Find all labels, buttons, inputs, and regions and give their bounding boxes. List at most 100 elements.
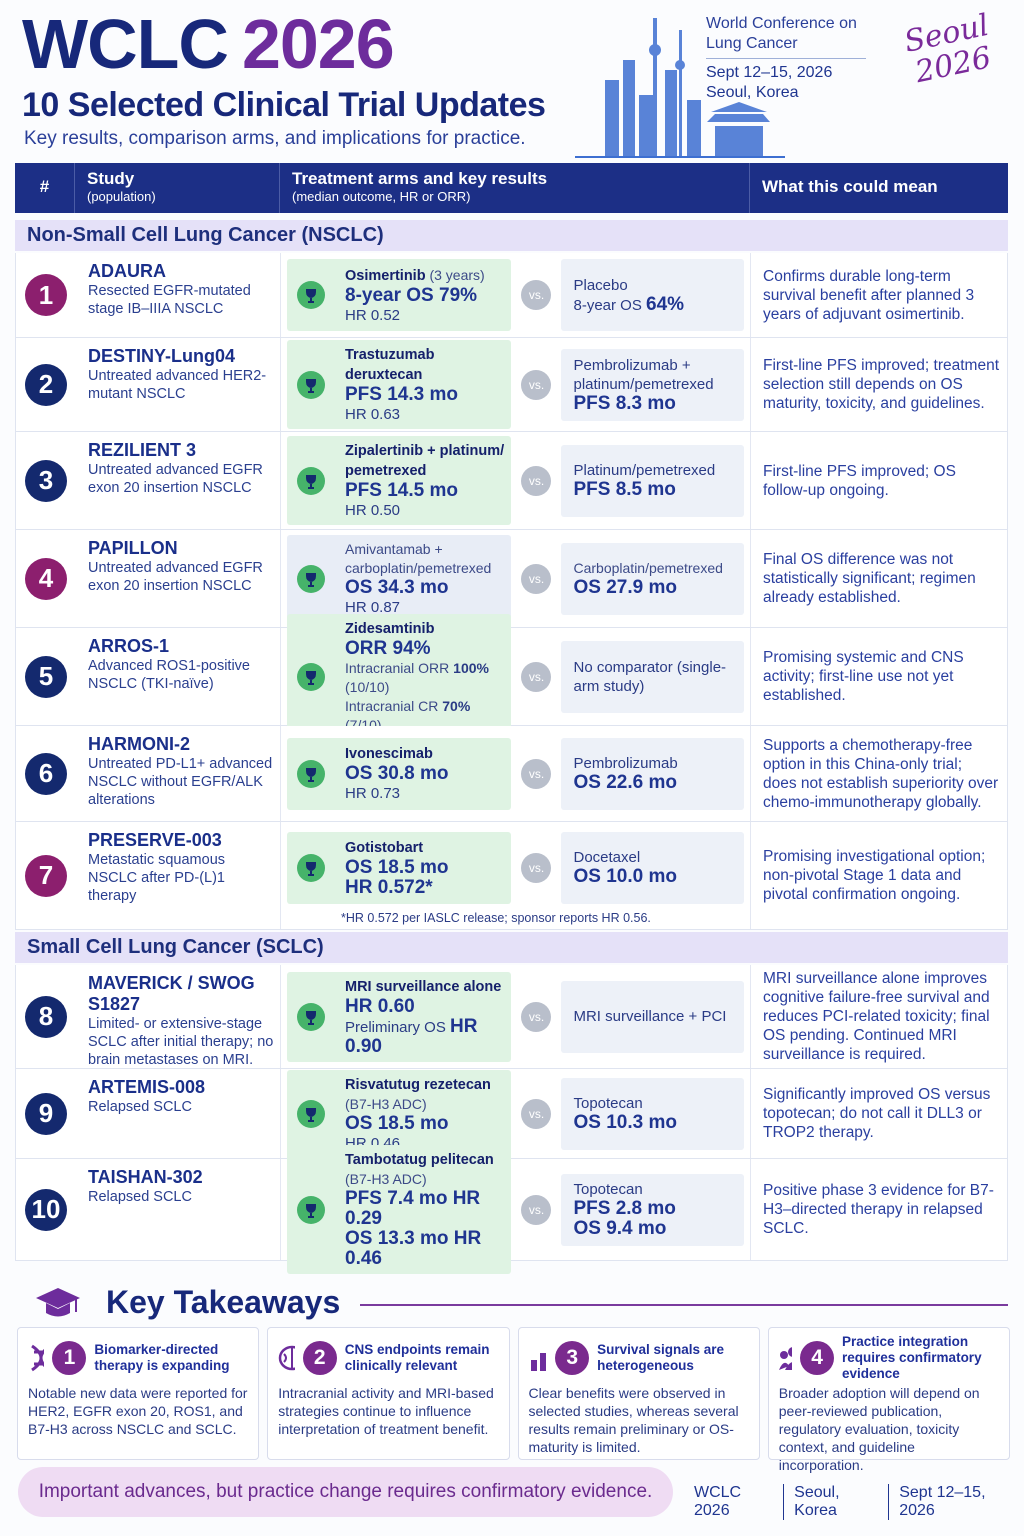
result-big: HR 0.90 bbox=[345, 1015, 478, 1057]
result-line: OS 13.3 mo HR 0.46 bbox=[345, 1229, 505, 1269]
result-line: MRI surveillance + PCI bbox=[573, 1007, 732, 1026]
title-year: 2026 bbox=[241, 5, 395, 83]
result-name: Ivonescimab bbox=[345, 746, 433, 762]
col-arms-title: Treatment arms and key results bbox=[292, 169, 548, 188]
footer-item: Sept 12–15, 2026 bbox=[888, 1484, 1024, 1520]
result-line: 8-year OS 79% bbox=[345, 286, 505, 306]
result-line: 8-year OS 64% bbox=[573, 295, 732, 315]
vs-badge: vs. bbox=[521, 852, 552, 883]
meaning: First-line PFS improved; treatment selec… bbox=[763, 357, 1000, 412]
result-line: Topotecan bbox=[573, 1094, 732, 1113]
takeaway-card: 4 Practice integration requires confirmat… bbox=[767, 1327, 1010, 1473]
vs-badge: vs. bbox=[521, 563, 552, 594]
col-meaning: What this could mean bbox=[762, 177, 938, 196]
result-sub: (10/10) bbox=[345, 678, 390, 695]
result-line: OS 18.5 mo bbox=[345, 1114, 505, 1134]
number-badge: 4 bbox=[25, 557, 67, 600]
result-big: 64% bbox=[646, 293, 685, 315]
result-line: Intracranial CR 70% (7/10) bbox=[345, 697, 505, 735]
result-name: MRI surveillance alone bbox=[345, 978, 502, 995]
study-name: PAPILLON bbox=[88, 538, 178, 558]
result-txt: No comparator (single-arm study) bbox=[573, 658, 727, 695]
comparator-arm: Pembrolizumab + platinum/pemetrexed PFS 8… bbox=[561, 348, 744, 421]
trophy-icon bbox=[297, 466, 325, 495]
result-txt: Pembrolizumab bbox=[573, 755, 678, 772]
trophy-icon bbox=[297, 759, 325, 788]
divider bbox=[360, 1304, 1008, 1306]
experimental-arm: Amivantamab + carboplatin/pemetrexed OS 3… bbox=[287, 535, 512, 622]
meaning: Confirms durable long-term survival bene… bbox=[763, 267, 975, 323]
meaning: MRI surveillance alone improves cognitiv… bbox=[763, 970, 990, 1063]
result-line: OS 34.3 mo bbox=[345, 578, 505, 598]
result-big: PFS 8.3 mo bbox=[573, 392, 676, 414]
takeaway-card: 2 CNS endpoints remain clinically relevan… bbox=[267, 1327, 510, 1460]
title-text: WCLC bbox=[22, 5, 229, 83]
result-big: OS 18.5 mo bbox=[345, 856, 449, 878]
trial-row: 9 ARTEMIS-008 Relapsed SCLC Risvatutug reze… bbox=[15, 1069, 1008, 1159]
result-line: OS 10.3 mo bbox=[573, 1113, 732, 1133]
result-line: HR 0.60 bbox=[345, 997, 505, 1017]
meaning: Promising investigational option; non-pi… bbox=[763, 848, 986, 903]
result-txt: HR 0.73 bbox=[345, 785, 401, 802]
card-top: 3 Survival signals are heterogeneous bbox=[529, 1336, 749, 1380]
card-heading: Survival signals are heterogeneous bbox=[597, 1342, 724, 1373]
result-big: PFS 2.8 mo bbox=[573, 1198, 676, 1219]
comparator-arm: Pembrolizumab OS 22.6 mo bbox=[561, 737, 744, 810]
card-number: 3 bbox=[555, 1341, 590, 1375]
arms-cell: Osimertinib (3 years) 8-year OS 79% HR 0.5… bbox=[281, 253, 751, 337]
population: Limited- or extensive-stage SCLC after i… bbox=[88, 1016, 274, 1068]
result-line: HR 0.63 bbox=[345, 405, 505, 424]
result-sub: Carboplatin/pemetrexed bbox=[573, 560, 723, 576]
study-name: ARROS-1 bbox=[88, 636, 170, 656]
takeaway-cards: 1 Biomarker-directed therapy is expanding… bbox=[17, 1327, 1010, 1473]
result-name: Risvatutug rezetecan bbox=[345, 1076, 491, 1093]
card-top: 1 Biomarker-directed therapy is expanding bbox=[28, 1336, 248, 1380]
location: Seoul, Korea bbox=[706, 84, 799, 101]
result-sub: Intracranial CR bbox=[345, 697, 443, 714]
experimental-arm: Ivonescimab OS 30.8 mo HR 0.73 bbox=[287, 737, 512, 810]
result-name: Zidesamtinib bbox=[345, 620, 435, 637]
study-name: ADAURA bbox=[88, 261, 166, 281]
result-txt: 8-year OS bbox=[573, 296, 647, 314]
trophy-icon bbox=[297, 281, 325, 309]
trophy-icon bbox=[297, 1002, 325, 1031]
arms-cell: Zidesamtinib ORR 94% Intracranial ORR 100%… bbox=[281, 613, 751, 740]
card-number: 4 bbox=[800, 1341, 835, 1375]
result-line: (B7-H3 ADC) bbox=[345, 1095, 505, 1114]
trial-row: 2 DESTINY-Lung04 Untreated advanced HER2-m… bbox=[15, 338, 1008, 432]
result-txt: Pembrolizumab + platinum/pemetrexed bbox=[573, 356, 714, 393]
population: Untreated advanced EGFR exon 20 insertio… bbox=[88, 560, 263, 594]
comparator-arm: Carboplatin/pemetrexed OS 27.9 mo bbox=[561, 542, 744, 615]
result-line: Pembrolizumab bbox=[573, 754, 732, 773]
result-line: Tambotatug pelitecan bbox=[345, 1150, 505, 1170]
result-line: PFS 7.4 mo HR 0.29 bbox=[345, 1189, 505, 1229]
population: Metastatic squamous NSCLC after PD-(L)1 … bbox=[88, 852, 226, 904]
vs-badge: vs. bbox=[521, 280, 552, 310]
study-name: PRESERVE-003 bbox=[88, 830, 222, 850]
vs-badge: vs. bbox=[521, 1194, 552, 1225]
result-txt: Docetaxel bbox=[573, 849, 641, 866]
title: WCLC 2026 bbox=[22, 4, 395, 84]
result-big: OS 10.0 mo bbox=[573, 866, 677, 887]
card-text: Notable new data were reported for HER2,… bbox=[28, 1385, 248, 1437]
vs-badge: vs. bbox=[521, 758, 552, 789]
result-line: ORR 94% bbox=[345, 639, 505, 659]
result-line: OS 27.9 mo bbox=[573, 578, 732, 598]
result-txt: Topotecan bbox=[573, 1181, 643, 1198]
arms-cell: Tambotatug pelitecan (B7-H3 ADC) PFS 7.4 m… bbox=[281, 1145, 751, 1274]
result-name: Osimertinib bbox=[345, 267, 426, 284]
table-header: # Study (population) Treatment arms and k… bbox=[15, 163, 1008, 213]
card-number: 2 bbox=[302, 1341, 337, 1375]
col-number: # bbox=[15, 163, 75, 213]
result-line: PFS 8.3 mo bbox=[573, 394, 732, 414]
number-badge: 5 bbox=[25, 655, 67, 698]
result-line: HR 0.52 bbox=[345, 306, 505, 325]
result-sub: Amivantamab + carboplatin/pemetrexed bbox=[345, 541, 492, 576]
meaning: Final OS difference was not statisticall… bbox=[763, 551, 976, 606]
trophy-icon bbox=[297, 1195, 325, 1224]
result-big: OS 18.5 mo bbox=[345, 1112, 449, 1134]
number-badge: 2 bbox=[25, 363, 67, 406]
vs-badge: vs. bbox=[521, 465, 552, 496]
number-cell: 4 bbox=[16, 530, 76, 627]
col-study-title: Study bbox=[87, 169, 135, 188]
